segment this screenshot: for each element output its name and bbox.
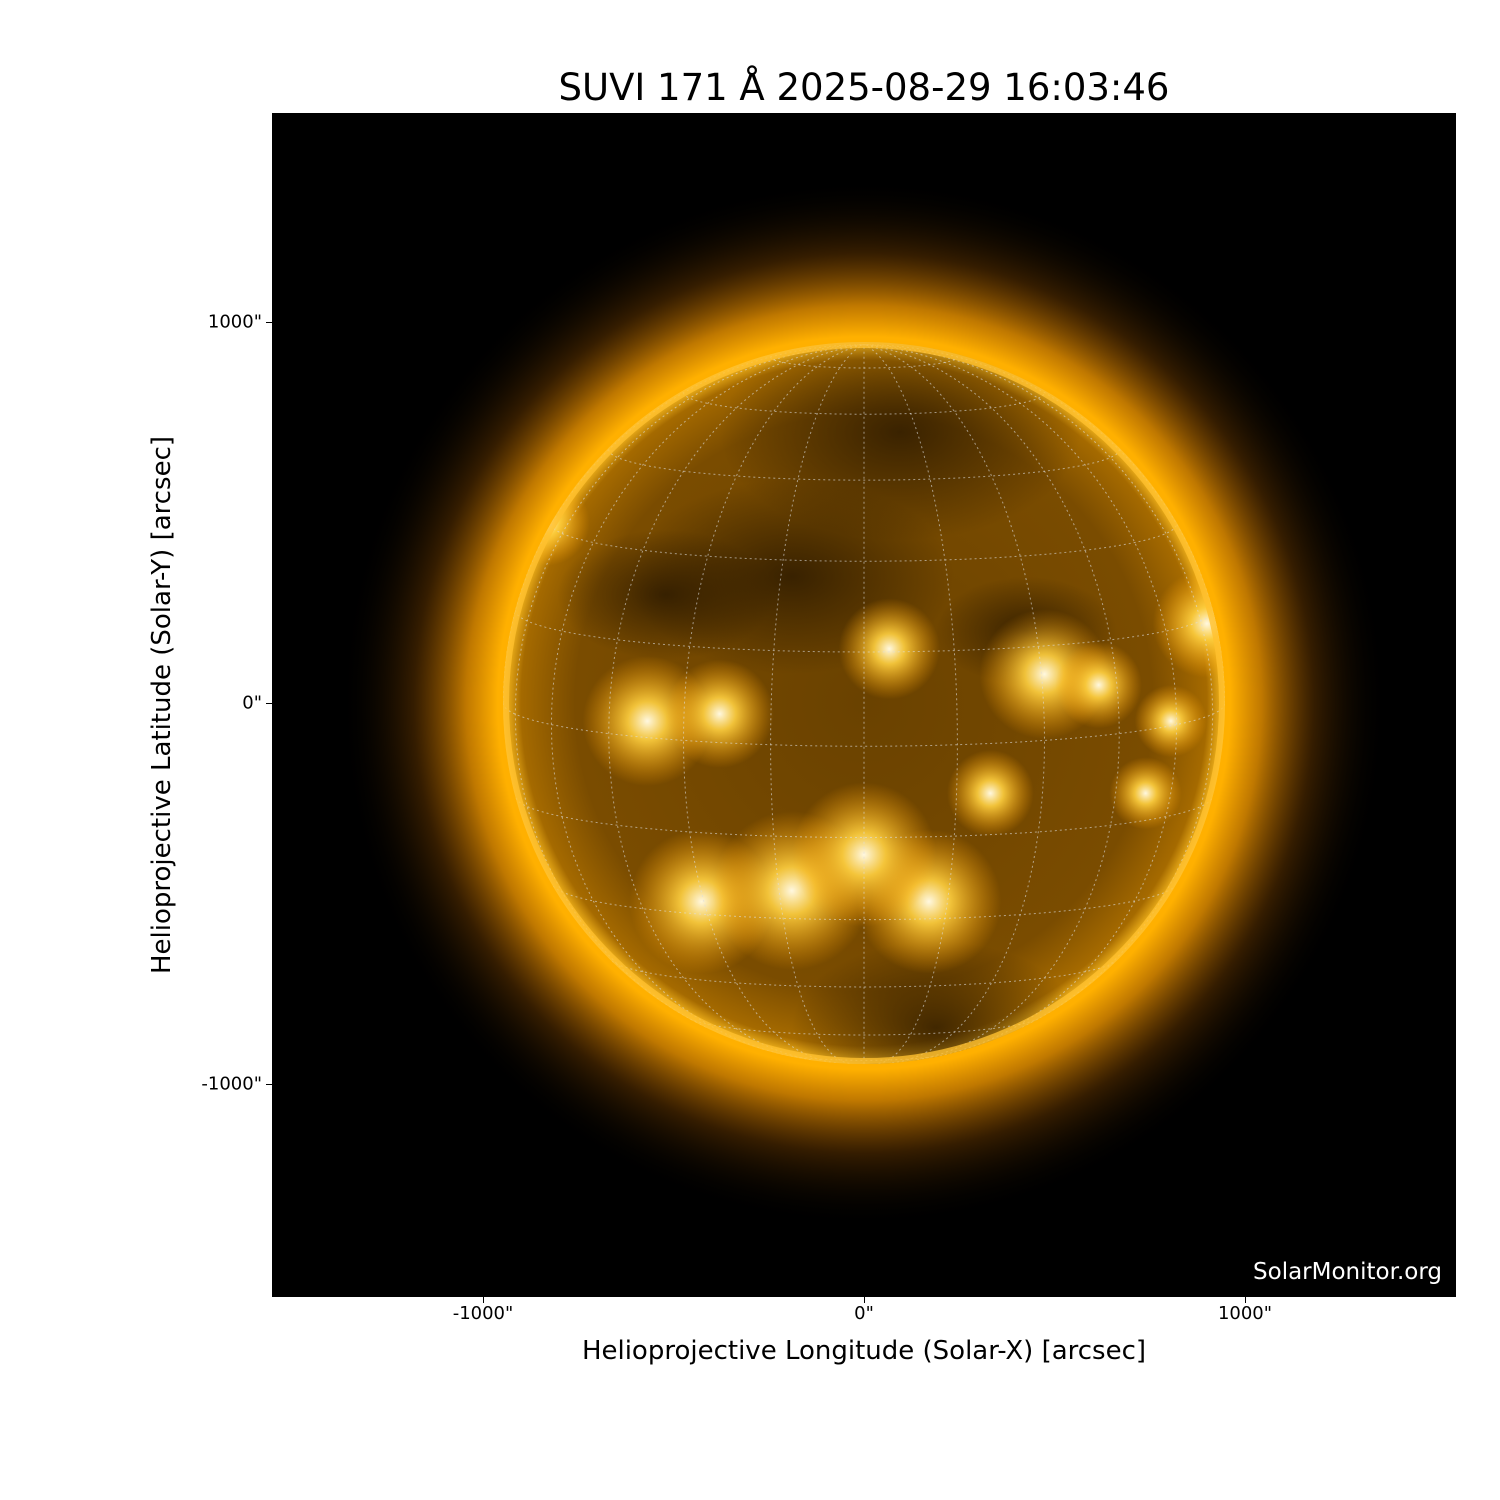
active-region bbox=[838, 598, 940, 700]
solar-image: SolarMonitor.org bbox=[272, 113, 1456, 1297]
grid-line bbox=[515, 797, 1213, 839]
coronal-hole bbox=[719, 342, 1081, 541]
grid-line bbox=[863, 344, 1214, 1028]
y-tick-label: 1000" bbox=[207, 311, 262, 333]
coronal-hole bbox=[791, 941, 1081, 1064]
active-region bbox=[665, 659, 774, 768]
limb bbox=[503, 342, 1225, 1064]
grid-line bbox=[863, 344, 1046, 1064]
x-tick-mark bbox=[864, 1297, 865, 1303]
grid-line bbox=[550, 523, 1178, 562]
grid-line bbox=[682, 344, 865, 1064]
grid-line bbox=[611, 960, 1117, 988]
y-axis-label: Helioprojective Latitude (Solar-Y) [arcs… bbox=[147, 435, 177, 975]
grid-line bbox=[689, 1018, 1039, 1036]
grid-line bbox=[608, 449, 1120, 481]
active-region bbox=[1134, 684, 1207, 758]
x-tick-mark bbox=[483, 1297, 484, 1303]
coronal-hole bbox=[557, 529, 774, 660]
y-tick-mark bbox=[266, 703, 272, 704]
grid-line bbox=[863, 344, 1178, 1056]
x-tick-mark bbox=[1245, 1297, 1246, 1303]
active-region bbox=[1109, 757, 1182, 830]
plot-title: SUVI 171 Å 2025-08-29 16:03:46 bbox=[558, 66, 1170, 109]
y-tick-mark bbox=[266, 1084, 272, 1085]
x-tick-label: -1000" bbox=[452, 1303, 514, 1324]
active-region bbox=[791, 782, 937, 927]
active-region bbox=[947, 749, 1034, 837]
y-tick-label: 0" bbox=[242, 692, 262, 714]
x-tick-label: 0" bbox=[854, 1303, 874, 1324]
sun-disk-image bbox=[340, 179, 1388, 1227]
grid-line bbox=[552, 885, 1176, 921]
watermark: SolarMonitor.org bbox=[1253, 1259, 1442, 1285]
grid-line bbox=[503, 702, 1225, 747]
y-tick-label: -1000" bbox=[201, 1073, 262, 1095]
grid-line bbox=[514, 344, 865, 1028]
grid-line bbox=[550, 344, 865, 1056]
x-axis-label: Helioprojective Longitude (Solar-X) [arc… bbox=[581, 1336, 1147, 1366]
y-tick-mark bbox=[266, 322, 272, 323]
active-region bbox=[1152, 569, 1225, 678]
active-region bbox=[1055, 641, 1142, 729]
x-tick-label: 1000" bbox=[1217, 1303, 1273, 1324]
